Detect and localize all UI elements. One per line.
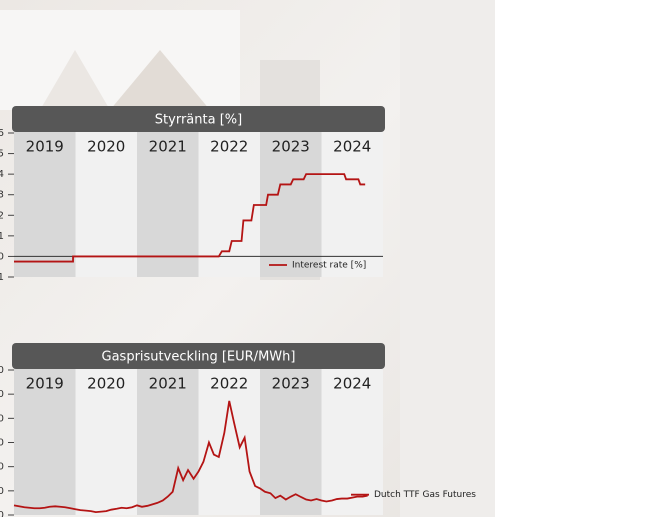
y-tick-label: 250 <box>0 389 4 400</box>
y-tick-label: 0 <box>0 510 4 517</box>
year-band <box>321 363 383 515</box>
y-tick-label: 0 <box>0 251 4 262</box>
chart-title: Styrränta [%] <box>155 113 242 128</box>
y-tick-label: 150 <box>0 438 4 449</box>
y-tick-label: 5 <box>0 149 4 160</box>
y-tick-label: 2 <box>0 210 4 221</box>
y-tick-label: 4 <box>0 169 4 180</box>
y-tick-label: 6 <box>0 128 4 139</box>
year-label: 2019 <box>26 375 64 393</box>
photo-wall <box>400 0 495 517</box>
chart-title: Gasprisutveckling [EUR/MWh] <box>102 350 296 365</box>
year-label: 2020 <box>87 138 125 156</box>
year-label: 2021 <box>149 375 187 393</box>
chart-header <box>12 106 385 132</box>
photo-frame <box>0 10 240 110</box>
year-band <box>198 363 260 515</box>
y-tick-label: 50 <box>0 486 4 497</box>
year-band <box>14 126 76 277</box>
year-band <box>260 126 322 277</box>
y-tick-label: -1 <box>0 272 4 283</box>
legend-label: Interest rate [%] <box>292 261 366 271</box>
year-label: 2024 <box>333 375 371 393</box>
year-band <box>14 363 76 515</box>
chart-header <box>12 343 385 369</box>
y-tick-label: 3 <box>0 190 4 201</box>
data-line <box>13 400 368 514</box>
year-band <box>137 363 199 515</box>
year-label: 2022 <box>210 138 248 156</box>
year-label: 2024 <box>333 138 371 156</box>
data-line <box>14 173 366 263</box>
year-label: 2022 <box>210 375 248 393</box>
legend-label: Dutch TTF Gas Futures <box>374 490 476 500</box>
year-label: 2021 <box>149 138 187 156</box>
year-band <box>260 363 322 515</box>
y-tick-label: 100 <box>0 462 4 473</box>
y-tick-label: 1 <box>0 231 4 242</box>
year-band <box>321 126 383 277</box>
year-band <box>75 363 137 515</box>
year-label: 2023 <box>272 375 310 393</box>
photo-shape <box>40 50 110 110</box>
year-label: 2020 <box>87 375 125 393</box>
year-label: 2023 <box>272 138 310 156</box>
year-label: 2019 <box>26 138 64 156</box>
y-tick-label: 300 <box>0 365 4 376</box>
year-band <box>75 126 137 277</box>
y-tick-label: 200 <box>0 413 4 424</box>
photo-shape <box>110 50 210 110</box>
year-band <box>137 126 199 277</box>
